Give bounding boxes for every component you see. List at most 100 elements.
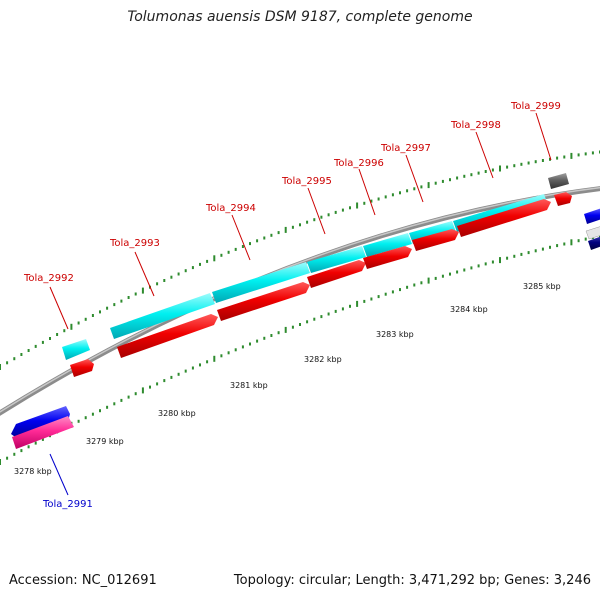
gene-tola-2995[interactable]: [307, 246, 366, 273]
cds-tola-2998[interactable]: [457, 199, 551, 237]
inner-tick: [263, 336, 266, 340]
label-tola-2991[interactable]: Tola_2991: [42, 499, 93, 510]
inner-tick: [334, 309, 337, 313]
outer-tick: [77, 321, 80, 325]
inner-tick: [84, 416, 87, 420]
inner-tick: [341, 307, 344, 311]
outer-tick: [341, 208, 344, 212]
gene-tola-2992[interactable]: [62, 339, 90, 360]
leader-tola-2993: [134, 251, 155, 297]
outer-tick: [49, 337, 51, 340]
inner-tick: [549, 245, 551, 249]
inner-tick: [370, 297, 373, 301]
outer-tick: [134, 292, 137, 296]
inner-tick: [199, 363, 201, 367]
label-tola-2998[interactable]: Tola_2998: [450, 120, 501, 131]
outer-tick: [306, 220, 309, 224]
outer-tick: [513, 164, 516, 168]
outer-tick: [277, 231, 280, 235]
outer-tick: [163, 279, 166, 282]
outer-tick: [427, 182, 430, 189]
cds-tola-2991[interactable]: [11, 406, 70, 439]
genome-backbone: [0, 186, 600, 416]
outer-tick: [506, 165, 509, 169]
inner-tick: [156, 382, 159, 386]
inner-tick: [284, 326, 287, 333]
inner-tick: [306, 320, 309, 324]
inner-tick: [384, 292, 387, 296]
outer-tick: [99, 310, 101, 314]
inner-tick: [177, 372, 180, 376]
inner-tick: [570, 239, 573, 246]
outer-tick: [584, 152, 587, 156]
inner-tick: [241, 345, 244, 349]
cds-right-edge-lower[interactable]: [588, 236, 600, 250]
inner-tick: [27, 445, 30, 449]
outer-tick: [413, 187, 416, 191]
cds-tola-2997[interactable]: [412, 229, 459, 251]
gene-tola-2999[interactable]: [548, 173, 569, 189]
label-tola-2994[interactable]: Tola_2994: [205, 203, 256, 214]
cds-tola-2995[interactable]: [307, 260, 366, 288]
label-tola-2997[interactable]: Tola_2997: [380, 143, 431, 154]
inner-tick: [363, 299, 366, 303]
inner-tick: [127, 395, 130, 399]
outer-tick: [156, 282, 159, 286]
cds-tola-2994[interactable]: [217, 282, 310, 321]
scale-label-3279: 3279 kbp: [86, 437, 124, 446]
outer-tick: [399, 191, 401, 195]
outer-tick: [270, 233, 273, 237]
label-tola-2999[interactable]: Tola_2999: [510, 101, 561, 112]
outer-tick: [291, 225, 294, 229]
inner-tick: [299, 323, 301, 326]
outer-tick: [449, 178, 451, 182]
label-tola-2995[interactable]: Tola_2995: [281, 176, 332, 187]
outer-tick: [249, 242, 251, 246]
scale-label-3281: 3281 kbp: [230, 381, 268, 390]
outer-tick: [106, 306, 109, 310]
inner-tick: [427, 277, 430, 284]
outer-tick: [91, 314, 94, 317]
inner-tick: [220, 354, 223, 358]
label-tola-2993[interactable]: Tola_2993: [109, 238, 160, 249]
gene-tola-2991[interactable]: [12, 416, 74, 449]
inner-tick: [249, 342, 251, 346]
gene-right-edge[interactable]: [584, 208, 600, 224]
outer-tick: [70, 323, 73, 330]
outer-tick: [191, 266, 194, 270]
accession-text: Accession: NC_012691: [9, 573, 157, 588]
outer-tick: [113, 303, 116, 307]
cds-tola-2992[interactable]: [70, 359, 94, 377]
outer-tick: [384, 195, 387, 199]
inner-tick: [477, 264, 480, 268]
inner-tick: [584, 237, 587, 241]
cds-tola-2996[interactable]: [363, 246, 412, 269]
inner-tick: [349, 304, 351, 308]
inner-tick: [106, 405, 109, 409]
gene-tola-2994[interactable]: [212, 262, 310, 303]
inner-tick: [213, 355, 216, 362]
outer-tick: [391, 193, 394, 197]
scale-label-3284: 3284 kbp: [450, 305, 488, 314]
outer-tick: [577, 153, 580, 157]
outer-tick: [141, 287, 144, 294]
gene-tola-2996[interactable]: [363, 233, 412, 257]
outer-tick: [120, 299, 123, 303]
label-tola-2996[interactable]: Tola_2996: [333, 158, 384, 169]
leader-tola-2991: [49, 453, 69, 496]
inner-tick: [34, 441, 37, 445]
cds-tola-2993[interactable]: [117, 314, 218, 358]
outer-tick: [256, 239, 259, 243]
outer-tick: [563, 155, 566, 159]
outer-tick: [299, 223, 301, 227]
inner-tick: [99, 409, 101, 413]
gene-tola-2993[interactable]: [110, 293, 215, 339]
inner-tick: [120, 398, 123, 402]
cds-tola-2999[interactable]: [554, 192, 572, 206]
cds-right-edge-upper[interactable]: [585, 226, 600, 240]
label-tola-2992[interactable]: Tola_2992: [23, 273, 74, 284]
leader-tola-2998: [475, 131, 494, 179]
outer-tick: [470, 173, 473, 177]
inner-tick: [520, 252, 523, 256]
inner-tick: [391, 290, 394, 294]
